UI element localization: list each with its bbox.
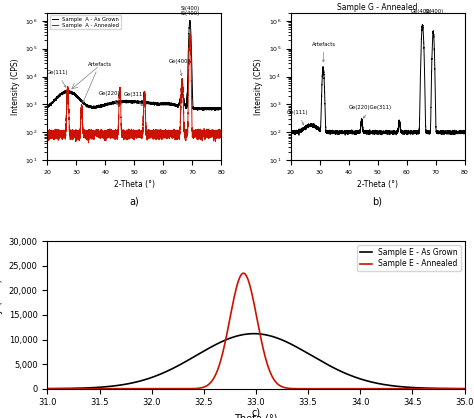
Title: Sample G - Annealed: Sample G - Annealed bbox=[337, 3, 418, 12]
Sample E - As Grown bbox=[92, 385, 98, 390]
Sample E - As Grown bbox=[204, 347, 210, 352]
Sample E - Annealed bbox=[117, 386, 123, 391]
Sample  A - As Grown bbox=[182, 104, 188, 109]
Sample E - As Grown bbox=[117, 382, 123, 387]
Sample E - Annealed bbox=[92, 386, 98, 391]
Line: Sample  A - Annealed: Sample A - Annealed bbox=[47, 33, 221, 143]
Sample  A - As Grown bbox=[53, 97, 59, 102]
Sample  A - Annealed bbox=[155, 131, 161, 136]
Sample E - As Grown bbox=[251, 331, 257, 336]
Y-axis label: Intensity (CPS): Intensity (CPS) bbox=[10, 58, 19, 115]
Sample  A - As Grown bbox=[187, 18, 192, 23]
X-axis label: 2-Theta (°): 2-Theta (°) bbox=[114, 180, 155, 189]
Sample E - Annealed bbox=[454, 386, 459, 391]
Line: Sample E - As Grown: Sample E - As Grown bbox=[47, 334, 465, 389]
Text: Ge(220)Ge(311): Ge(220)Ge(311) bbox=[349, 105, 392, 118]
Text: Ge(311): Ge(311) bbox=[124, 92, 145, 106]
Text: Artefacts: Artefacts bbox=[312, 41, 336, 62]
Sample E - As Grown bbox=[462, 386, 467, 391]
Sample  A - As Grown bbox=[147, 101, 153, 106]
Sample  A - As Grown bbox=[45, 104, 50, 110]
Text: Ge(400): Ge(400) bbox=[410, 8, 432, 13]
Text: Artefacts: Artefacts bbox=[83, 61, 111, 102]
Text: Ge(111): Ge(111) bbox=[287, 110, 309, 125]
Line: Sample  A - As Grown: Sample A - As Grown bbox=[47, 21, 221, 110]
Sample  A - As Grown bbox=[155, 100, 161, 105]
Sample  A - Annealed bbox=[147, 133, 153, 138]
Text: Ge(400): Ge(400) bbox=[168, 59, 190, 76]
Text: Si(400): Si(400) bbox=[425, 8, 444, 13]
Sample  A - As Grown bbox=[108, 101, 113, 106]
Legend: Sample E - As Grown, Sample E - Annealed: Sample E - As Grown, Sample E - Annealed bbox=[357, 245, 461, 271]
Sample  A - Annealed bbox=[108, 134, 113, 139]
X-axis label: 2-Theta (°): 2-Theta (°) bbox=[357, 180, 398, 189]
Text: a): a) bbox=[129, 196, 139, 206]
Legend: Sample  A - As Grown, Sample  A - Annealed: Sample A - As Grown, Sample A - Annealed bbox=[50, 15, 121, 29]
Sample  A - Annealed bbox=[219, 131, 224, 136]
Sample E - Annealed bbox=[223, 339, 228, 344]
Sample  A - Annealed bbox=[187, 31, 192, 36]
Sample E - As Grown bbox=[454, 386, 459, 391]
Text: Si(400): Si(400) bbox=[180, 11, 200, 16]
Sample E - Annealed bbox=[241, 271, 246, 276]
Sample E - Annealed bbox=[409, 386, 414, 391]
Text: Ge(111): Ge(111) bbox=[47, 70, 68, 87]
Text: Ge(220): Ge(220) bbox=[99, 91, 120, 105]
Sample  A - Annealed bbox=[45, 132, 50, 137]
Sample  A - Annealed bbox=[182, 130, 188, 135]
Line: Sample E - Annealed: Sample E - Annealed bbox=[47, 273, 465, 389]
Sample  A - As Grown bbox=[173, 103, 179, 108]
Sample  A - As Grown bbox=[219, 106, 224, 111]
Text: b): b) bbox=[373, 196, 383, 206]
Y-axis label: Intensity (CPS): Intensity (CPS) bbox=[0, 279, 3, 351]
Sample  A - Annealed bbox=[53, 131, 59, 136]
X-axis label: Theta (°): Theta (°) bbox=[234, 413, 278, 418]
Sample E - As Grown bbox=[409, 385, 414, 390]
Sample E - Annealed bbox=[45, 386, 50, 391]
Text: Si(400): Si(400) bbox=[180, 6, 200, 11]
Sample  A - As Grown bbox=[200, 108, 205, 113]
Sample  A - Annealed bbox=[173, 130, 179, 135]
Sample E - As Grown bbox=[45, 386, 50, 391]
Sample  A - Annealed bbox=[86, 140, 91, 145]
Text: c): c) bbox=[251, 407, 261, 417]
Sample E - Annealed bbox=[204, 383, 210, 388]
Sample E - As Grown bbox=[223, 337, 228, 342]
Y-axis label: Intensity (CPS): Intensity (CPS) bbox=[254, 58, 263, 115]
Sample E - Annealed bbox=[462, 386, 467, 391]
